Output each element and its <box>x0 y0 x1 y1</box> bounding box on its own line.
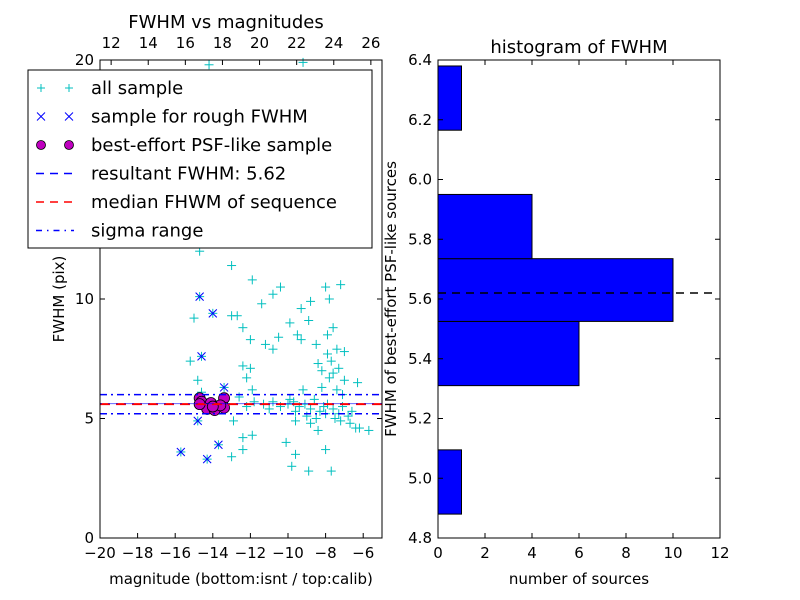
x-marker-icon <box>64 112 74 121</box>
scatter-frame <box>99 59 383 539</box>
x-tick-label: −20 <box>84 544 116 562</box>
legend-label: sigma range <box>91 221 203 242</box>
scatter-plot: FWHM vs magnitudes −20 −18 −16 −14 −12 −10 −8−… <box>27 12 383 588</box>
histogram-frame <box>437 59 721 539</box>
y-tick-label: 5.2 <box>408 410 432 428</box>
legend-label: all sample <box>91 78 183 99</box>
scatter-x-ticks: −20 −18 −16 −14 −12 −10 −8 −6 <box>84 533 374 562</box>
histogram-y-ticks: 4.8 5.0 5.2 5.4 5.6 5.8 6.0 6.2 6.4 <box>408 51 720 547</box>
y-tick-label: 5.8 <box>408 230 432 248</box>
x-tick-label: −8 <box>315 544 337 562</box>
y-tick-label: 6.4 <box>408 51 432 69</box>
x-tick-label: 6 <box>574 544 584 562</box>
scatter-x-label: magnitude (bottom:isnt / top:calib) <box>109 570 373 588</box>
histogram-title: histogram of FWHM <box>490 37 667 58</box>
histogram-bar <box>437 193 533 260</box>
rough-fwhm-sample-point <box>195 292 204 301</box>
legend-label: sample for rough FWHM <box>91 107 308 128</box>
x-tick-label: −14 <box>197 544 229 562</box>
x-tick-label: 12 <box>710 544 729 562</box>
top-x-tick-label: 20 <box>250 34 269 52</box>
rough-fwhm-sample-point <box>197 352 206 361</box>
histogram-bars <box>437 65 674 515</box>
y-tick-label: 6.0 <box>408 171 432 189</box>
y-tick-label: 6.2 <box>408 111 432 129</box>
y-tick-label: 5.6 <box>408 290 432 308</box>
legend-item: median FHWM of sequence <box>36 192 337 213</box>
y-tick-label: 0 <box>84 529 94 547</box>
x-tick-label: 0 <box>433 544 443 562</box>
x-tick-label: −12 <box>235 544 267 562</box>
x-tick-label: 2 <box>480 544 490 562</box>
scatter-legend: all sample sample for rough FWHM best-effo… <box>27 69 373 249</box>
legend-label: resultant FWHM: 5.62 <box>91 164 286 185</box>
top-x-tick-label: 16 <box>176 34 195 52</box>
legend-item: best-effort PSF-like sample <box>36 135 332 156</box>
y-tick-label: 10 <box>75 290 94 308</box>
top-x-tick-label: 18 <box>213 34 232 52</box>
top-x-tick-label: 12 <box>102 34 121 52</box>
histogram-x-label: number of sources <box>509 570 649 588</box>
top-x-tick-label: 26 <box>361 34 380 52</box>
rough-fwhm-sample-point <box>193 416 203 426</box>
legend-item: all sample <box>37 78 183 99</box>
psf-like-sample-point <box>206 400 219 413</box>
histogram-plot: histogram of FWHM 0 2 4 6 8 10 12 4.8 5.0 5.2 5.4… <box>382 37 730 588</box>
y-tick-label: 20 <box>75 51 94 69</box>
x-tick-label: −6 <box>352 544 374 562</box>
legend-box <box>27 69 373 249</box>
top-x-tick-label: 24 <box>324 34 343 52</box>
scatter-top-x-ticks: 12 14 16 18 20 22 24 26 <box>102 34 380 65</box>
histogram-bar <box>437 258 674 322</box>
top-x-tick-label: 14 <box>139 34 158 52</box>
legend-item: sigma range <box>36 221 203 242</box>
legend-label: best-effort PSF-like sample <box>91 135 332 156</box>
scatter-y-label: FWHM (pix) <box>50 256 68 343</box>
histogram-bar <box>437 320 580 387</box>
scatter-points <box>176 57 374 476</box>
rough-fwhm-sample-point <box>214 440 223 450</box>
histogram-bar <box>437 449 462 515</box>
scatter-title: FWHM vs magnitudes <box>128 12 323 33</box>
x-tick-label: −18 <box>122 544 154 562</box>
y-tick-label: 5 <box>84 410 94 428</box>
rough-fwhm-sample-point <box>176 447 186 457</box>
x-tick-label: 4 <box>527 544 537 562</box>
histogram-y-label: FWHM of best-effort PSF-like sources <box>382 161 400 437</box>
x-tick-label: −10 <box>272 544 304 562</box>
x-tick-label: 10 <box>663 544 682 562</box>
x-tick-label: −16 <box>159 544 191 562</box>
legend-label: median FHWM of sequence <box>91 192 337 213</box>
rough-fwhm-sample-point <box>219 383 229 392</box>
y-tick-label: 5.4 <box>408 350 432 368</box>
histogram-bar <box>437 65 462 131</box>
circle-marker-icon <box>36 140 46 150</box>
y-tick-label: 5.0 <box>408 469 432 487</box>
scatter-y-ticks: 0 5 10 20 <box>75 51 382 547</box>
x-marker-icon <box>36 112 46 121</box>
rough-fwhm-sample-point <box>202 454 212 464</box>
top-x-tick-label: 22 <box>287 34 306 52</box>
histogram-x-ticks: 0 2 4 6 8 10 12 <box>433 60 730 562</box>
legend-item: sample for rough FWHM <box>36 107 308 128</box>
scatter-hlines <box>100 393 382 415</box>
rough-fwhm-sample-point <box>208 308 218 318</box>
legend-item: resultant FWHM: 5.62 <box>36 164 286 185</box>
circle-marker-icon <box>64 140 74 150</box>
y-tick-label: 4.8 <box>408 529 432 547</box>
x-tick-label: 8 <box>621 544 631 562</box>
